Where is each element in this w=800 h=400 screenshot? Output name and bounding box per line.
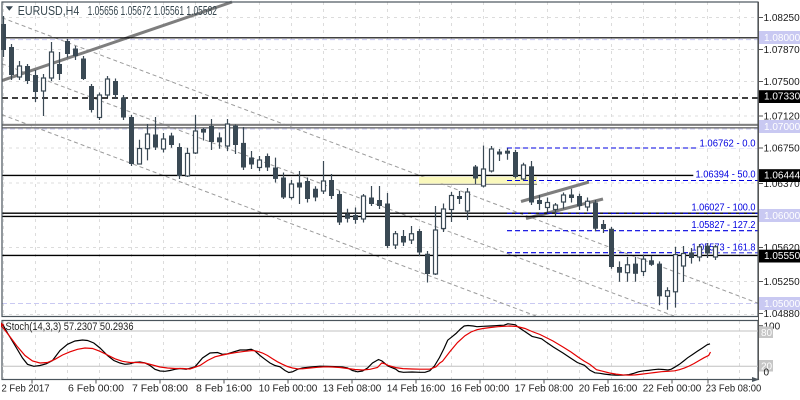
svg-text:1.05656 1.05672 1.05561 1.0558: 1.05656 1.05672 1.05561 1.05582: [88, 4, 217, 18]
svg-text:7 Feb 08:00: 7 Feb 08:00: [132, 383, 188, 395]
svg-text:EURUSD,H4: EURUSD,H4: [18, 4, 80, 18]
svg-text:1.05250: 1.05250: [764, 277, 800, 288]
svg-text:1.08250: 1.08250: [764, 13, 800, 24]
svg-text:2 Feb 2017: 2 Feb 2017: [2, 383, 50, 395]
svg-text:1.05573 - 161.8: 1.05573 - 161.8: [692, 243, 756, 254]
svg-text:20: 20: [761, 362, 773, 373]
svg-text:0: 0: [764, 368, 770, 379]
svg-text:80: 80: [761, 328, 773, 339]
svg-text:10 Feb 00:00: 10 Feb 00:00: [259, 383, 318, 395]
svg-text:1.07870: 1.07870: [764, 45, 800, 56]
svg-text:1.05620: 1.05620: [764, 243, 800, 254]
svg-text:1.05550: 1.05550: [764, 251, 800, 262]
svg-text:1.06000: 1.06000: [764, 211, 800, 222]
svg-text:1.07000: 1.07000: [764, 122, 800, 133]
svg-text:Stoch(14,3,3) 57.2307 50.2936: Stoch(14,3,3) 57.2307 50.2936: [6, 321, 134, 333]
svg-text:1.06444: 1.06444: [764, 171, 800, 182]
svg-text:1.06027 - 100.0: 1.06027 - 100.0: [692, 203, 756, 214]
svg-text:1.07500: 1.07500: [764, 77, 800, 88]
svg-text:8 Feb 16:00: 8 Feb 16:00: [196, 383, 252, 395]
svg-text:1.08000: 1.08000: [764, 33, 800, 44]
svg-text:22 Feb 00:00: 22 Feb 00:00: [643, 383, 702, 395]
svg-text:1.05000: 1.05000: [764, 299, 800, 310]
svg-text:13 Feb 08:00: 13 Feb 08:00: [323, 383, 382, 395]
svg-text:1.07120: 1.07120: [764, 112, 800, 123]
svg-text:1.06750: 1.06750: [764, 144, 800, 155]
svg-text:20 Feb 16:00: 20 Feb 16:00: [579, 383, 638, 395]
svg-text:1.05827 - 127.2: 1.05827 - 127.2: [692, 220, 756, 231]
svg-text:17 Feb 08:00: 17 Feb 08:00: [515, 383, 574, 395]
svg-text:1.06762 - 0.0: 1.06762 - 0.0: [700, 139, 756, 150]
svg-text:23 Feb 08:00: 23 Feb 08:00: [706, 383, 762, 395]
svg-text:16 Feb 00:00: 16 Feb 00:00: [451, 383, 510, 395]
svg-text:1.06370: 1.06370: [764, 179, 800, 190]
svg-text:1.06394 - 50.0: 1.06394 - 50.0: [696, 170, 756, 181]
svg-text:6 Feb 00:00: 6 Feb 00:00: [68, 383, 124, 395]
svg-text:14 Feb 16:00: 14 Feb 16:00: [387, 383, 446, 395]
svg-text:1.04880: 1.04880: [764, 309, 800, 320]
svg-text:1.07330: 1.07330: [764, 92, 800, 103]
